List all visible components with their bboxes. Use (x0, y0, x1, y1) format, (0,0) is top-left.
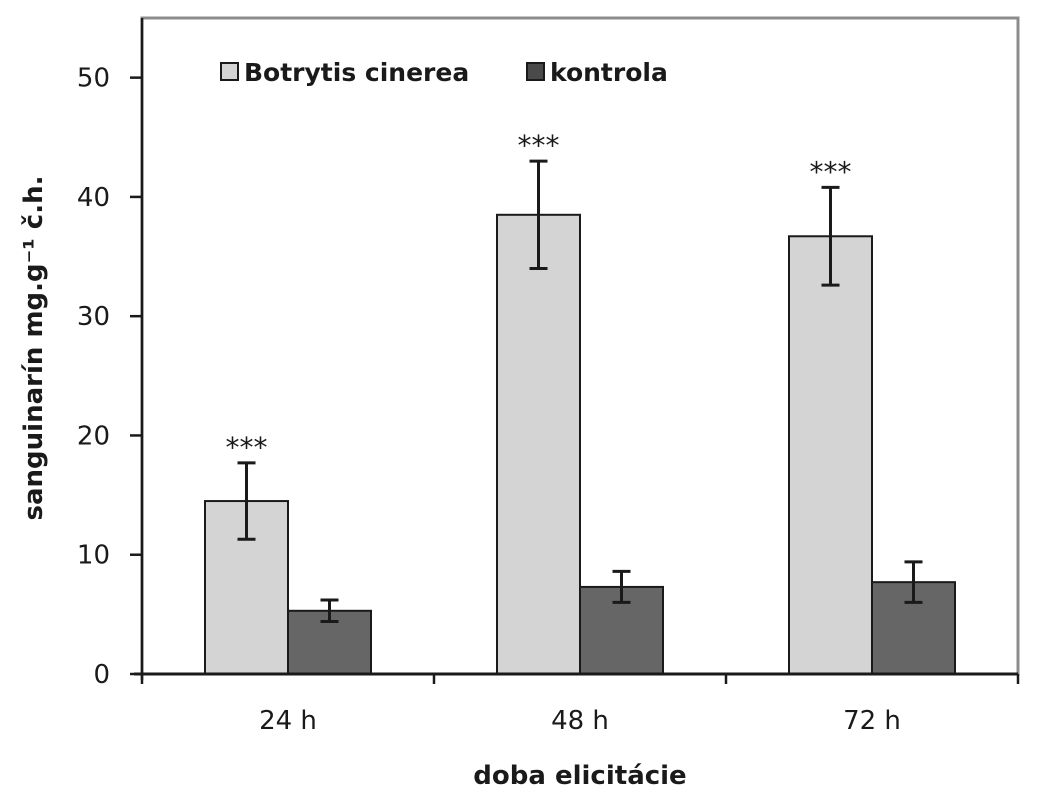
legend-label-botrytis: Botrytis cinerea (244, 58, 469, 87)
y-tick-label: 0 (93, 660, 110, 690)
x-axis-title: doba elicitácie (473, 761, 686, 791)
error-bars (237, 159, 923, 624)
significance-marker: *** (810, 155, 852, 188)
y-tick-label: 30 (77, 302, 110, 332)
y-tick-label: 50 (77, 64, 110, 94)
x-axis-ticks: 24 h 48 h 72 h (140, 674, 1020, 736)
legend-swatch-botrytis (220, 62, 239, 81)
x-tick-label: 72 h (843, 706, 901, 736)
y-axis-title: sanguinarín mg.g⁻¹ č.h. (19, 176, 49, 521)
legend: Botrytis cinerea kontrola (220, 58, 668, 87)
legend-label-kontrola: kontrola (550, 58, 668, 87)
significance-marker: *** (518, 129, 560, 162)
y-tick-label: 10 (77, 541, 110, 571)
legend-swatch-kontrola (526, 62, 545, 81)
bar-botrytis (496, 213, 581, 676)
y-tick-label: 40 (77, 183, 110, 213)
y-tick-label: 20 (77, 421, 110, 451)
significance-marker: *** (226, 431, 268, 464)
bar-botrytis (788, 235, 873, 675)
significance-markers: *** *** *** (226, 129, 852, 464)
x-tick-label: 48 h (551, 706, 609, 736)
y-axis-ticks: 0 10 20 30 40 50 (77, 64, 142, 690)
x-tick-label: 24 h (259, 706, 317, 736)
